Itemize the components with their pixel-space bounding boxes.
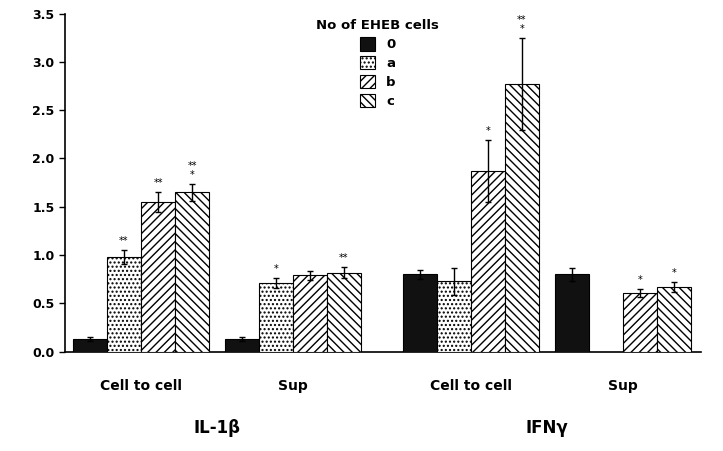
Bar [225,339,259,352]
Bar [437,281,471,352]
Text: Cell to cell: Cell to cell [100,379,182,393]
Bar [471,171,505,352]
Text: *: * [672,268,676,278]
Text: **: ** [153,179,163,189]
Text: *: * [486,126,490,136]
Text: **: ** [119,236,129,246]
Bar [505,84,539,352]
Text: Sup: Sup [278,379,308,393]
Text: *: * [638,275,642,285]
Bar [656,287,691,352]
Text: Sup: Sup [608,379,638,393]
Bar [555,275,589,352]
Bar [403,275,437,352]
Text: Cell to cell: Cell to cell [430,379,512,393]
Text: **
*: ** * [187,161,197,180]
Bar [175,192,209,352]
Text: **: ** [339,253,348,263]
Text: IFNγ: IFNγ [526,419,568,437]
Bar [259,283,293,352]
Bar [327,272,361,352]
Bar [73,339,107,352]
Bar [623,293,656,352]
Bar [107,257,141,352]
Legend: 0, a, b, c: 0, a, b, c [314,17,442,110]
Text: IL-1β: IL-1β [194,419,241,437]
Bar [293,276,327,352]
Text: **
*: ** * [517,14,527,34]
Bar [141,202,175,352]
Text: *: * [273,264,278,275]
